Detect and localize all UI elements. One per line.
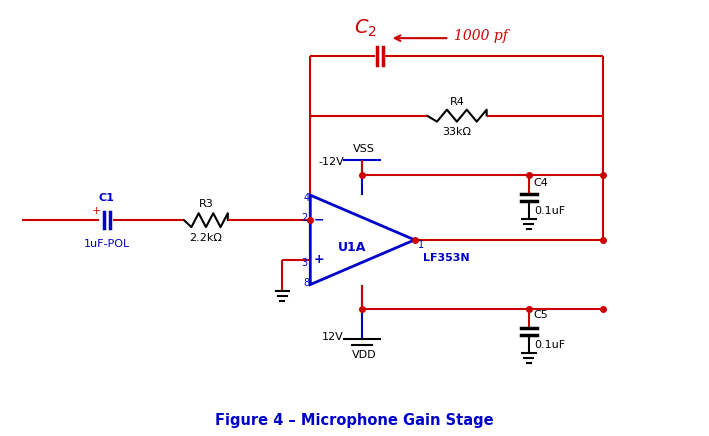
- Text: 2: 2: [301, 213, 307, 223]
- Text: U1A: U1A: [337, 241, 367, 254]
- Text: +: +: [92, 206, 101, 216]
- Text: C4: C4: [534, 178, 549, 188]
- Text: -12V: -12V: [318, 157, 344, 167]
- Text: 2.2kΩ: 2.2kΩ: [189, 233, 223, 243]
- Text: 12V: 12V: [323, 332, 344, 342]
- Text: LF353N: LF353N: [423, 253, 469, 263]
- Text: VSS: VSS: [353, 144, 375, 154]
- Text: 0.1uF: 0.1uF: [534, 340, 565, 350]
- Text: −: −: [314, 214, 325, 227]
- Text: 3: 3: [301, 258, 307, 268]
- Text: R4: R4: [450, 97, 464, 107]
- Text: Figure 4 – Microphone Gain Stage: Figure 4 – Microphone Gain Stage: [215, 413, 493, 428]
- Text: VDD: VDD: [352, 350, 376, 360]
- Text: 1uF-POL: 1uF-POL: [84, 239, 130, 249]
- Text: 4: 4: [303, 193, 309, 203]
- Text: 1000 pf: 1000 pf: [454, 29, 508, 43]
- Text: 1: 1: [418, 240, 424, 250]
- Text: C1: C1: [99, 193, 115, 203]
- Text: C5: C5: [534, 310, 549, 320]
- Text: $C_2$: $C_2$: [354, 17, 376, 39]
- Text: +: +: [314, 253, 325, 266]
- Text: 33kΩ: 33kΩ: [442, 126, 471, 136]
- Text: 0.1uF: 0.1uF: [534, 206, 565, 216]
- Text: R3: R3: [199, 199, 213, 209]
- Text: 8: 8: [303, 278, 309, 288]
